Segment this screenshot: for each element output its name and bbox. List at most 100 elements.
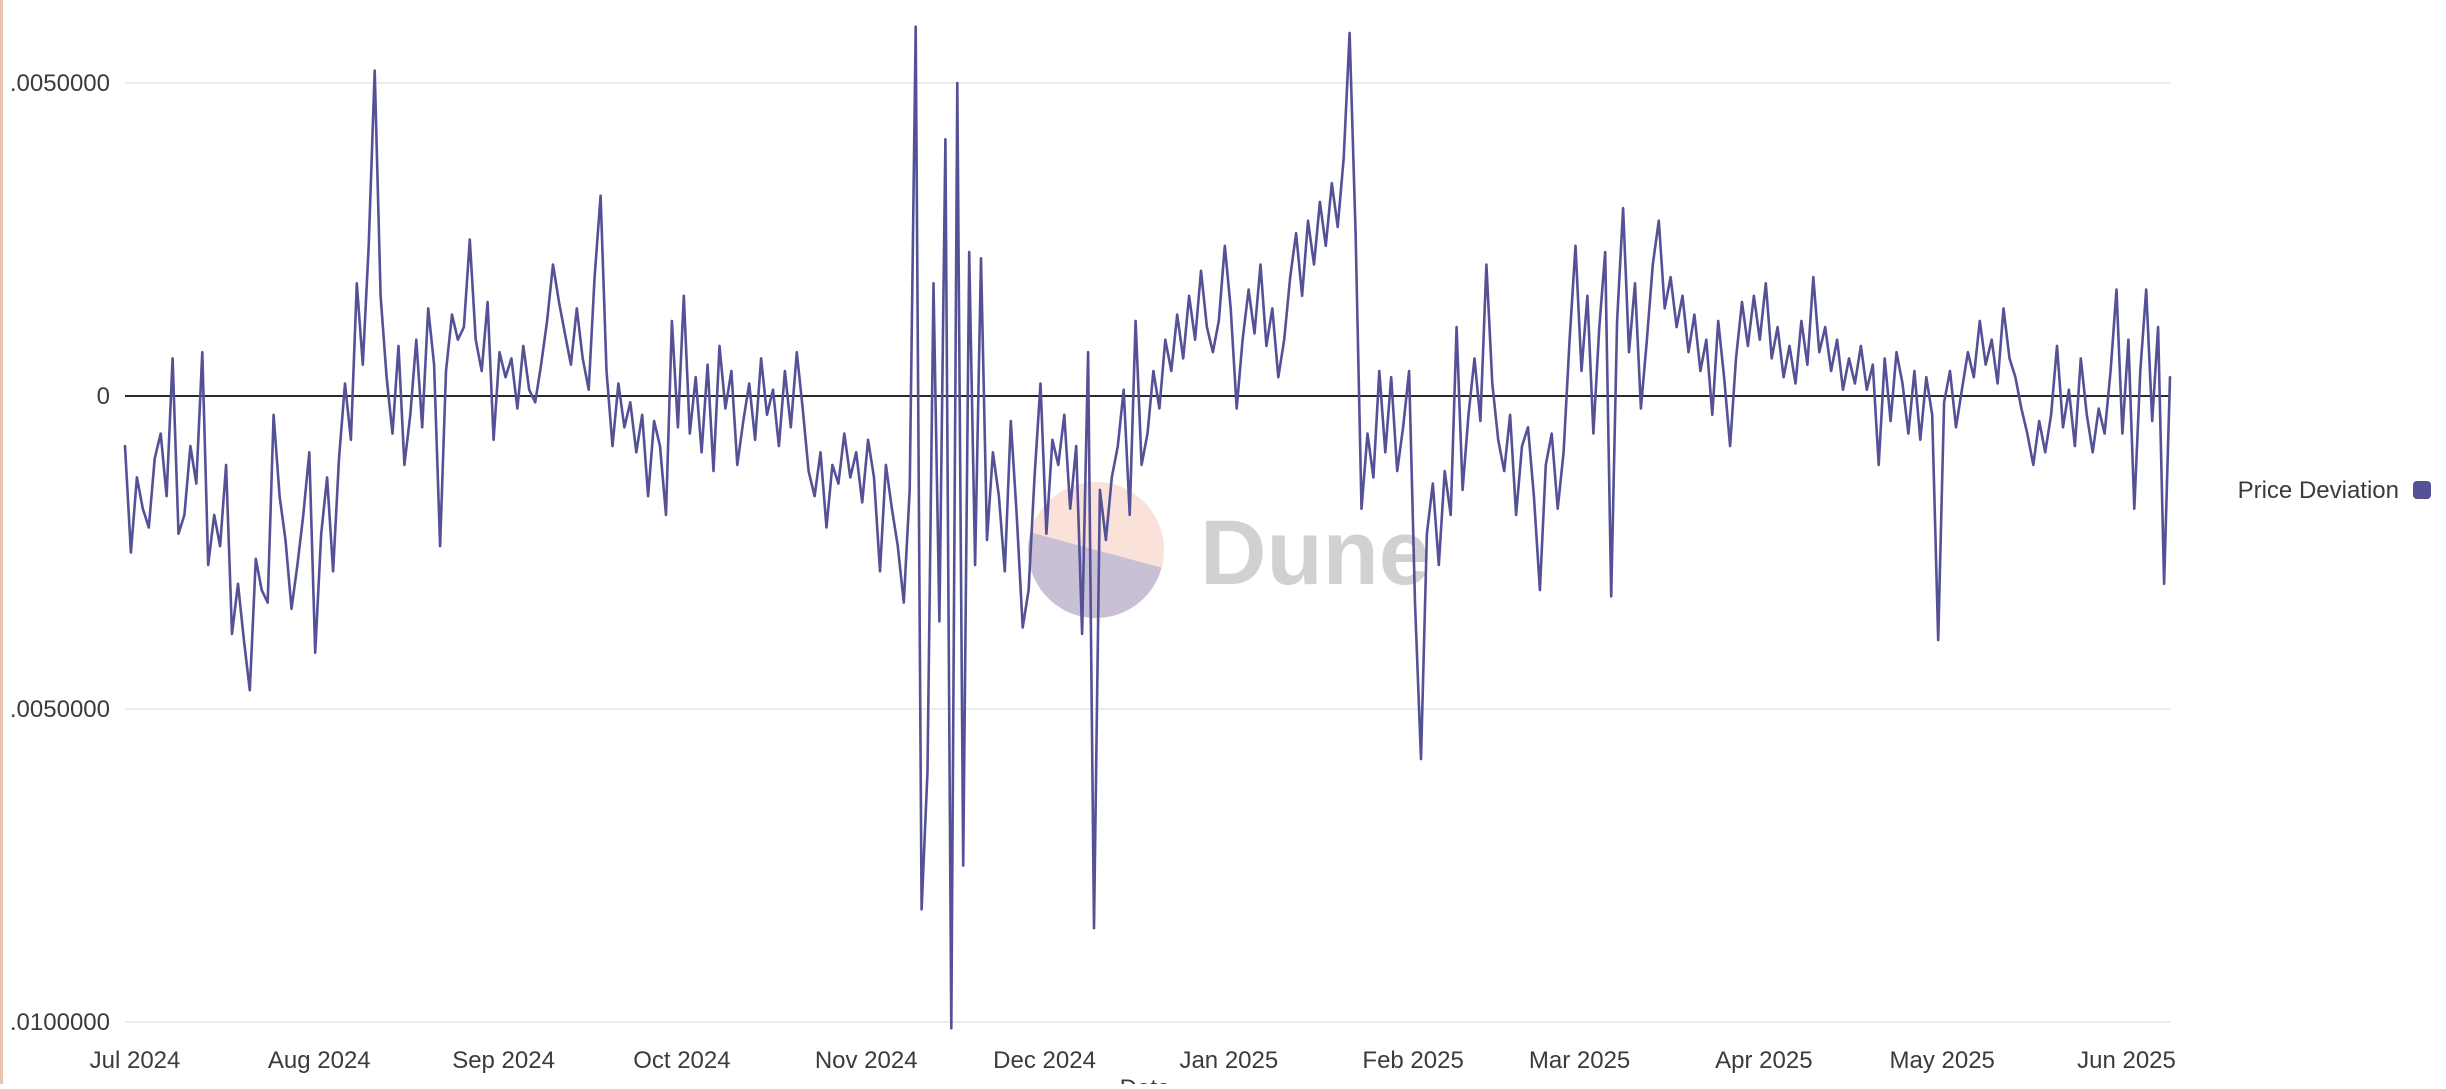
data-point xyxy=(1105,539,1107,541)
data-point xyxy=(421,426,424,429)
data-point xyxy=(237,582,239,585)
x-tick-label: Dec 2024 xyxy=(993,1047,1096,1074)
data-point xyxy=(2008,357,2011,360)
data-point xyxy=(183,514,186,516)
data-point xyxy=(1420,758,1422,760)
data-point xyxy=(968,251,971,253)
x-tick-label: Jul 2024 xyxy=(90,1047,181,1074)
data-point xyxy=(1443,470,1446,472)
data-point xyxy=(950,1027,953,1030)
y-tick-label: .0100000 xyxy=(10,1009,110,1036)
x-axis-title: Date xyxy=(1120,1075,1171,1084)
y-tick-label: .0050000 xyxy=(10,696,110,723)
data-point xyxy=(1295,232,1297,235)
data-point xyxy=(1622,207,1624,210)
data-point xyxy=(546,320,548,322)
data-point xyxy=(1515,514,1517,516)
data-point xyxy=(1259,263,1262,266)
data-point xyxy=(641,413,644,416)
legend[interactable]: Price Deviation xyxy=(2238,477,2431,504)
data-point xyxy=(463,326,465,328)
left-border-accent xyxy=(0,0,3,1084)
data-point xyxy=(956,82,959,84)
data-point xyxy=(409,413,412,416)
data-point xyxy=(1610,595,1613,598)
data-point xyxy=(2091,451,2094,454)
data-point xyxy=(1087,351,1089,354)
data-point xyxy=(801,407,804,410)
data-point xyxy=(451,313,453,316)
data-point xyxy=(379,294,382,297)
data-point xyxy=(498,351,501,354)
data-point xyxy=(1384,451,1387,454)
data-point xyxy=(439,545,441,548)
data-point xyxy=(718,345,721,347)
data-point xyxy=(136,476,138,479)
data-point xyxy=(1806,363,1809,366)
data-point xyxy=(153,457,156,460)
data-point xyxy=(1301,294,1303,297)
data-point xyxy=(992,451,994,454)
data-point xyxy=(2056,345,2058,347)
data-point xyxy=(1972,376,1975,379)
data-point xyxy=(677,426,679,429)
data-point xyxy=(201,351,204,354)
data-point xyxy=(189,445,192,447)
data-point xyxy=(1628,351,1630,354)
data-point xyxy=(843,432,846,435)
data-point xyxy=(391,432,394,435)
data-point xyxy=(2062,426,2064,429)
data-point xyxy=(724,407,727,410)
data-point xyxy=(873,476,875,479)
data-point xyxy=(1247,288,1250,291)
data-point xyxy=(385,376,388,379)
data-point xyxy=(837,482,840,485)
data-point xyxy=(1235,407,1238,410)
x-tick-label: Jan 2025 xyxy=(1179,1047,1278,1074)
data-point xyxy=(623,426,626,429)
data-point xyxy=(2032,464,2035,466)
data-point xyxy=(2020,407,2023,410)
data-point xyxy=(736,464,739,466)
dune-watermark: Dune xyxy=(1028,482,1430,618)
data-point xyxy=(1402,426,1404,429)
data-point xyxy=(2038,420,2041,422)
data-point xyxy=(1473,357,1476,360)
data-point xyxy=(171,357,174,360)
data-point xyxy=(700,451,703,454)
x-tick-label: Oct 2024 xyxy=(633,1047,730,1074)
data-point xyxy=(1782,376,1785,379)
data-point xyxy=(1051,438,1054,441)
data-point xyxy=(1663,307,1666,310)
data-point xyxy=(1937,639,1940,641)
data-point xyxy=(617,382,620,385)
data-point xyxy=(1479,420,1482,422)
data-point xyxy=(308,451,311,454)
data-point xyxy=(2014,376,2017,379)
data-point xyxy=(1503,470,1506,472)
data-point xyxy=(1081,633,1083,635)
data-point xyxy=(784,370,786,372)
data-point xyxy=(480,370,483,372)
data-point xyxy=(254,557,257,560)
data-point xyxy=(629,401,632,404)
data-point xyxy=(1437,564,1440,566)
data-point xyxy=(778,445,780,447)
data-point xyxy=(1693,313,1696,316)
data-point xyxy=(2068,388,2070,391)
data-point xyxy=(932,282,935,285)
data-point xyxy=(1842,388,1844,391)
data-point xyxy=(1747,345,1749,347)
data-point xyxy=(896,545,899,548)
data-point xyxy=(1949,370,1951,372)
data-point xyxy=(1651,263,1654,266)
data-point xyxy=(920,908,923,911)
data-point xyxy=(213,514,216,516)
watermark-logo-purple-half xyxy=(1028,532,1162,618)
data-point xyxy=(908,489,911,491)
data-point xyxy=(980,257,982,260)
data-point xyxy=(1396,470,1399,472)
data-point xyxy=(1134,320,1137,322)
data-point xyxy=(147,526,150,529)
x-tick-label: Sep 2024 xyxy=(452,1047,555,1074)
